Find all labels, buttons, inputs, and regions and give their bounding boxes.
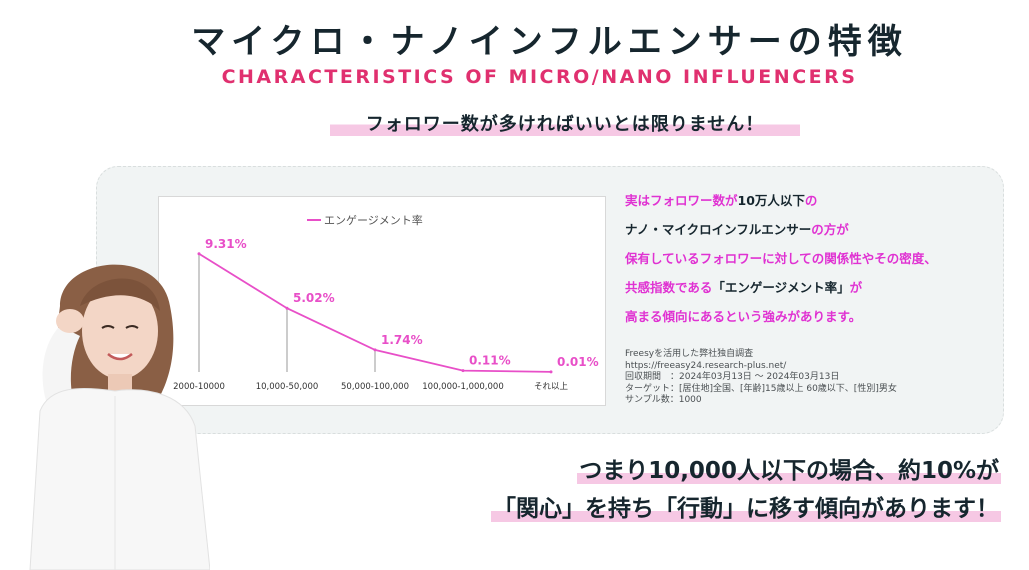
source-target: ターゲット：[居住地]全国、[年齢]15歳以上 60歳以下、[性別]男女 (625, 383, 897, 394)
source-note: Freesyを活用した弊社独自調査 https://freeasy24.rese… (625, 349, 955, 407)
data-label: 0.11% (469, 354, 511, 368)
description-line-5: 高まる傾向にあるという強みがあります。 (625, 309, 862, 324)
source-url: https://freeasy24.research-plus.net/ (625, 360, 787, 371)
data-point (549, 370, 553, 374)
description-text: 実はフォロワー数が10万人以下の ナノ・マイクロインフルエンサーの方が 保有して… (625, 186, 1005, 331)
x-tick-label: 100,000-1,000,000 (422, 382, 503, 392)
description-line-3: 保有しているフォロワーに対しての関係性やその密度、 (625, 251, 937, 266)
source-period: 回収期間 ：2024年03月13日 ～ 2024年03月13日 (625, 372, 840, 382)
description-line-1: 実はフォロワー数が10万人以下の (625, 193, 818, 208)
description-line-2: ナノ・マイクロインフルエンサーの方が (625, 222, 849, 237)
source-line: Freesyを活用した弊社独自調査 (625, 349, 754, 359)
conclusion-line-1: つまり10,000人以下の場合、約10%が (577, 458, 1001, 484)
data-label: 5.02% (293, 291, 335, 305)
conclusion: つまり10,000人以下の場合、約10%が 「関心」を持ち「行動」に移す傾向があ… (491, 452, 1001, 528)
x-tick-label: 10,000-50,000 (256, 382, 319, 392)
x-tick-label: それ以上 (534, 382, 569, 392)
page-subtitle: フォロワー数が多ければいいとは限りません！ (330, 110, 800, 136)
page-title-english: CHARACTERISTICS OF MICRO/NANO INFLUENCER… (221, 66, 858, 88)
data-label: 1.74% (381, 333, 423, 347)
woman-photo (29, 264, 210, 570)
engagement-chart: エンゲージメント率 9.31% 5.02% 1.74% 0.11% 0.01% 2000-1… (158, 196, 606, 406)
source-sample: サンプル数：1000 (625, 395, 702, 405)
page-title: マイクロ・ナノインフルエンサーの特徴 (191, 22, 908, 62)
data-point (461, 369, 465, 373)
data-label: 9.31% (205, 237, 247, 251)
legend-label: エンゲージメント率 (324, 213, 423, 227)
chart-svg: エンゲージメント率 9.31% 5.02% 1.74% 0.11% 0.01% 2000-1… (173, 213, 599, 392)
data-point (285, 306, 289, 310)
x-tick-label: 2000-10000 (173, 382, 225, 392)
description-line-4: 共感指数である「エンゲージメント率」が (625, 280, 863, 295)
conclusion-line-2: 「関心」を持ち「行動」に移す傾向があります！ (491, 496, 1001, 522)
x-tick-label: 50,000-100,000 (341, 382, 409, 392)
data-point (373, 348, 377, 352)
data-point (197, 252, 201, 256)
data-label: 0.01% (557, 355, 599, 369)
